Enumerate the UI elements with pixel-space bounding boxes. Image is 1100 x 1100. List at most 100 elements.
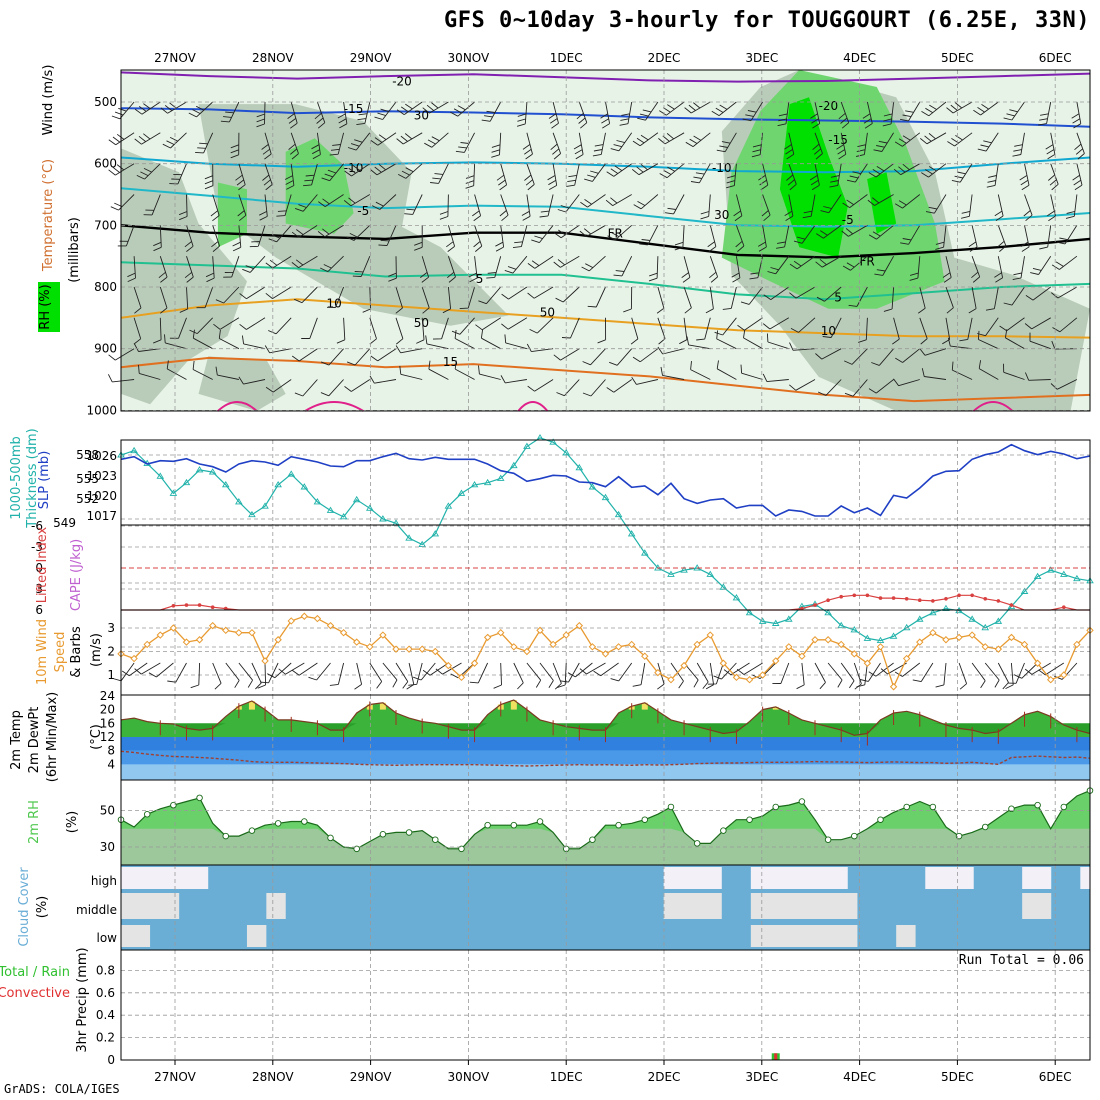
wind-barb [997, 225, 1007, 252]
rh2m-marker [484, 821, 491, 829]
wind-barb [344, 379, 371, 392]
wind-barb [921, 368, 947, 380]
wind-speed-marker [562, 631, 570, 639]
wind-barb [968, 225, 978, 252]
contour-label: 5 [476, 272, 484, 286]
precip-tick: 0.6 [96, 986, 115, 1000]
wind-barb [946, 101, 973, 114]
wind-barb [711, 101, 737, 116]
thickness-marker [326, 506, 335, 513]
rh-region-mid [198, 104, 509, 326]
wind-barb [1024, 372, 1051, 381]
wind-barb [707, 225, 717, 252]
wind-speed-marker [366, 643, 374, 651]
rh2m-marker [824, 836, 832, 843]
upper-air-panel: -20-20-15-15-10 -10-5-5FRFR55101015303050… [107, 70, 1091, 412]
wind-barb [632, 132, 659, 147]
wind-barb [951, 163, 973, 183]
thickness-line [120, 437, 1091, 642]
wind-barb [524, 163, 535, 191]
wind-barb [1003, 286, 1025, 306]
lifted-index-marker [904, 597, 909, 601]
rh2m-marker [143, 810, 151, 818]
wind-barb [632, 662, 646, 687]
wind-barb [567, 662, 593, 678]
wind-speed-marker [444, 661, 453, 670]
wind-barb [329, 662, 345, 686]
lifted-index-marker [197, 603, 202, 607]
wind-barb [556, 379, 580, 397]
li-tick: -3 [31, 540, 43, 554]
thickness-marker [444, 502, 453, 509]
lifted-index-marker [944, 597, 948, 601]
wind-barb [1071, 101, 1082, 129]
ylabel-precip: 3hr Precip (mm) [75, 947, 90, 1052]
wind-barb [276, 194, 292, 217]
wind-barb [947, 132, 973, 147]
wind-speed-marker [470, 659, 479, 667]
wind-barb [842, 255, 868, 271]
rh2m-marker [851, 832, 858, 840]
wind-barb [919, 348, 947, 356]
lifted-index-marker [1009, 603, 1014, 607]
wind-speed-marker [588, 643, 597, 651]
wind-speed-marker [902, 654, 911, 663]
rh-region-green [285, 138, 354, 234]
wind-barb [382, 662, 398, 688]
rh2m-marker [432, 836, 439, 843]
wind-speed-marker [208, 621, 217, 630]
wind-barb [446, 225, 456, 252]
ylabel-barbs: & Barbs [69, 626, 84, 678]
rh2m-marker [222, 832, 230, 840]
wind-barb [205, 256, 215, 283]
cloud-clear-segment [750, 893, 858, 919]
rh2m-marker [746, 816, 753, 823]
thickness-marker [680, 566, 688, 573]
wind-speed-marker [850, 650, 859, 658]
wind-barb [148, 662, 174, 678]
wind-speed-marker [916, 638, 924, 646]
wind-barb [450, 101, 475, 117]
wind-barb [859, 662, 881, 682]
wind-barb [690, 163, 711, 184]
wind-barb [369, 662, 383, 689]
wind-barb [317, 224, 344, 238]
wind-barb [743, 329, 763, 350]
lifted-index-marker [171, 604, 176, 608]
rh2m-panel [117, 787, 1094, 865]
thickness-marker [1073, 574, 1081, 582]
date-label-top: 1DEC [550, 51, 583, 65]
wind-barb [789, 342, 816, 351]
wind-barb [553, 224, 580, 239]
rh2m-marker [641, 816, 649, 823]
rh2m-marker [510, 821, 518, 829]
wind-speed-marker [693, 640, 701, 649]
thickness-marker [510, 461, 518, 469]
wind-speed-marker [326, 621, 335, 630]
wind-barb [893, 163, 921, 176]
wind-barb [395, 345, 423, 354]
ylabel-minmax: (6hr Min/Max) [45, 692, 60, 782]
wind-barb [192, 329, 213, 350]
thickness-marker [208, 468, 217, 475]
li-tick: -6 [31, 519, 43, 533]
date-label-top: 3DEC [745, 51, 778, 65]
wind-barb [261, 132, 272, 160]
wind-barb [1013, 662, 1038, 679]
wind-speed-marker [339, 628, 348, 637]
wind-speed-marker [1020, 640, 1029, 649]
date-label-bottom: 4DEC [843, 1070, 876, 1084]
wind-barb [195, 132, 214, 154]
rh-region-mid [198, 356, 286, 411]
ylabel-temp2m: 2m Temp [9, 710, 24, 770]
wind-speed-marker [1060, 671, 1068, 679]
wind-barb [709, 256, 719, 283]
wind-barb [265, 255, 292, 269]
wind-barb [230, 132, 240, 159]
wind-speed-marker [431, 647, 439, 656]
thickness-marker [169, 489, 178, 496]
wind-barb [251, 662, 262, 690]
wind-barb [336, 317, 346, 344]
lifted-index-marker [970, 593, 974, 598]
thickness-marker [850, 626, 859, 633]
